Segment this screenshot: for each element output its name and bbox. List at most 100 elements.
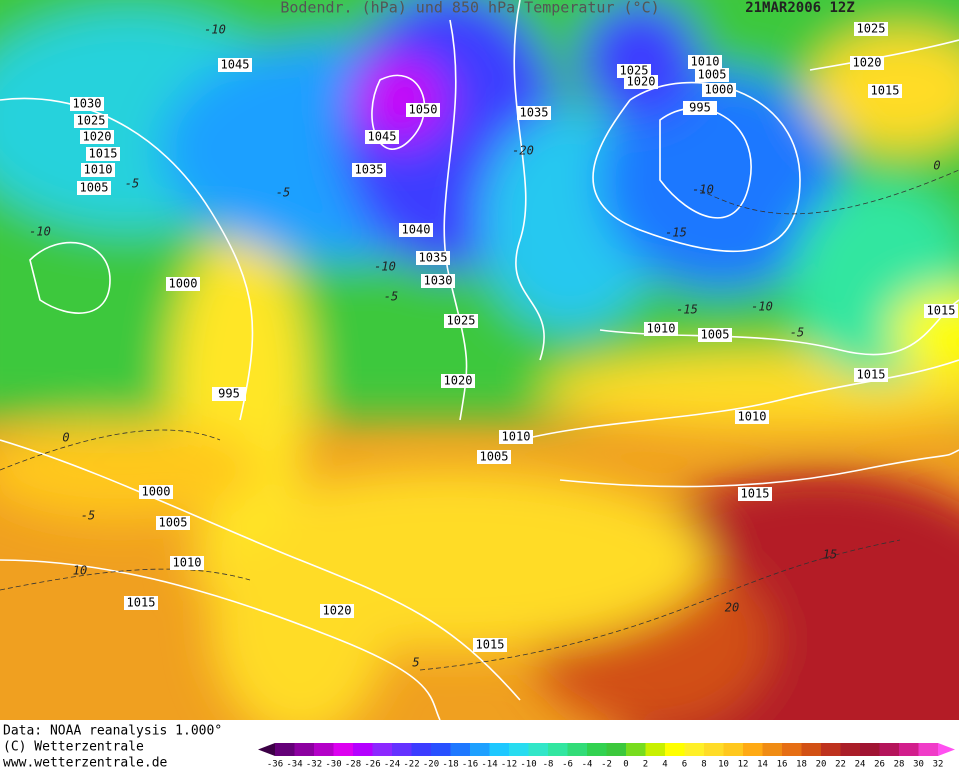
- isobar-label-box: [688, 55, 722, 69]
- colorbar-segment: [431, 743, 451, 756]
- isobar-label-box: [406, 103, 440, 117]
- isobar-label: 1030: [73, 97, 102, 111]
- isotherm-label: -10: [204, 23, 226, 37]
- isobar-label: 1000: [142, 485, 171, 499]
- isobar-label: 1015: [871, 84, 900, 98]
- colorbar-label: -24: [384, 760, 400, 770]
- isobar-label: 1000: [705, 83, 734, 97]
- colorbar-segment: [684, 743, 705, 756]
- isobar-label-box: [81, 163, 115, 177]
- isobar-label-box: [218, 58, 252, 72]
- colorbar-label: 26: [874, 760, 885, 770]
- isobar-label-box: [77, 181, 111, 195]
- colorbar-segment: [509, 743, 529, 756]
- isobar-label: 1005: [698, 68, 727, 82]
- colorbar-segment: [743, 743, 763, 756]
- isobar-label: 1005: [159, 516, 188, 530]
- isobar-label: 1050: [409, 103, 438, 117]
- isotherm-label: -5: [81, 509, 95, 523]
- isotherm-label: -15: [676, 303, 698, 317]
- colorbar-label: -14: [481, 760, 497, 770]
- isobar-label: 1015: [476, 638, 505, 652]
- colorbar-segment: [879, 743, 900, 756]
- isobar-label-box: [170, 556, 204, 570]
- copyright: (C) Wetterzentrale: [3, 740, 144, 755]
- colorbar-segment: [860, 743, 880, 756]
- isotherm-label: -5: [125, 177, 139, 191]
- colorbar-segment: [314, 743, 334, 756]
- isobar-label-box: [365, 130, 399, 144]
- colorbar-label: 12: [738, 760, 749, 770]
- isobar-label: 1010: [173, 556, 202, 570]
- isobar-label-box: [698, 328, 732, 342]
- colorbar-label: 0: [623, 760, 628, 770]
- colorbar-label: 2: [643, 760, 648, 770]
- isotherm-label: 0: [62, 431, 69, 445]
- isobar-label: 1000: [169, 277, 198, 291]
- colorbar-segment: [587, 743, 607, 756]
- isobar-label: 1020: [83, 130, 112, 144]
- isobar-label-box: [86, 147, 120, 161]
- colorbar-label: 16: [777, 760, 788, 770]
- colorbar-segment: [840, 743, 861, 756]
- isobar-label-box: [139, 485, 173, 499]
- colorbar-label: 22: [835, 760, 846, 770]
- colorbar-label: -26: [364, 760, 380, 770]
- isobar-label-box: [473, 638, 507, 652]
- colorbar-label: -16: [462, 760, 478, 770]
- isobar-label: 1020: [323, 604, 352, 618]
- isobar-label: 1020: [444, 374, 473, 388]
- isotherm-label: -5: [790, 326, 804, 340]
- isotherm-label: 5: [412, 656, 419, 670]
- isobar-label-box: [695, 68, 729, 82]
- isotherm-label: 10: [73, 564, 87, 578]
- colorbar-label: -34: [286, 760, 302, 770]
- colorbar-segment: [411, 743, 432, 756]
- isotherm-label: 15: [823, 548, 837, 562]
- isobar-label-box: [74, 114, 108, 128]
- colorbar-label: 32: [933, 760, 944, 770]
- isobar-label: 1030: [424, 274, 453, 288]
- colorbar-segment: [392, 743, 412, 756]
- isobar-label-box: [70, 97, 104, 111]
- isotherms: [0, 169, 959, 671]
- colorbar-label: 6: [682, 760, 687, 770]
- isotherm-label: -10: [751, 300, 773, 314]
- colorbar-segment: [821, 743, 841, 756]
- colorbar-segment: [567, 743, 588, 756]
- isobar-label-box: [644, 322, 678, 336]
- isotherm-label: -10: [29, 225, 51, 239]
- isobar-label-box: [477, 450, 511, 464]
- isobar-label-box: [624, 75, 658, 89]
- colorbar-label: 20: [816, 760, 827, 770]
- colorbar-segment: [704, 743, 724, 756]
- colorbar-segment: [372, 743, 393, 756]
- isotherm-label: 0: [933, 159, 940, 173]
- isotherm-label: -15: [665, 226, 687, 240]
- colorbar-segment: [333, 743, 354, 756]
- isobar-label-box: [352, 163, 386, 177]
- colorbar-segment: [723, 743, 744, 756]
- isobar-label: 1010: [647, 322, 676, 336]
- colorbar-segment: [353, 743, 373, 756]
- isobar-label: 1020: [853, 56, 882, 70]
- isobar-label: 1035: [355, 163, 384, 177]
- isobar-label-box: [735, 410, 769, 424]
- isobar-label-box: [617, 64, 651, 78]
- colorbar-segment: [275, 743, 295, 756]
- colorbar-label: -28: [345, 760, 361, 770]
- colorbar-label: 18: [796, 760, 807, 770]
- isobar-label: 1045: [368, 130, 397, 144]
- isobars: [0, 0, 959, 720]
- colorbar-segment: [918, 743, 939, 756]
- colorbar-end: [938, 743, 955, 756]
- colorbar-label: -8: [543, 760, 554, 770]
- colorbar-segment: [450, 743, 471, 756]
- isobar-label: 1025: [447, 314, 476, 328]
- isobar-label: 1015: [89, 147, 118, 161]
- colorbar-segment: [470, 743, 490, 756]
- isobar-label-box: [738, 487, 772, 501]
- isobar-label: 1010: [502, 430, 531, 444]
